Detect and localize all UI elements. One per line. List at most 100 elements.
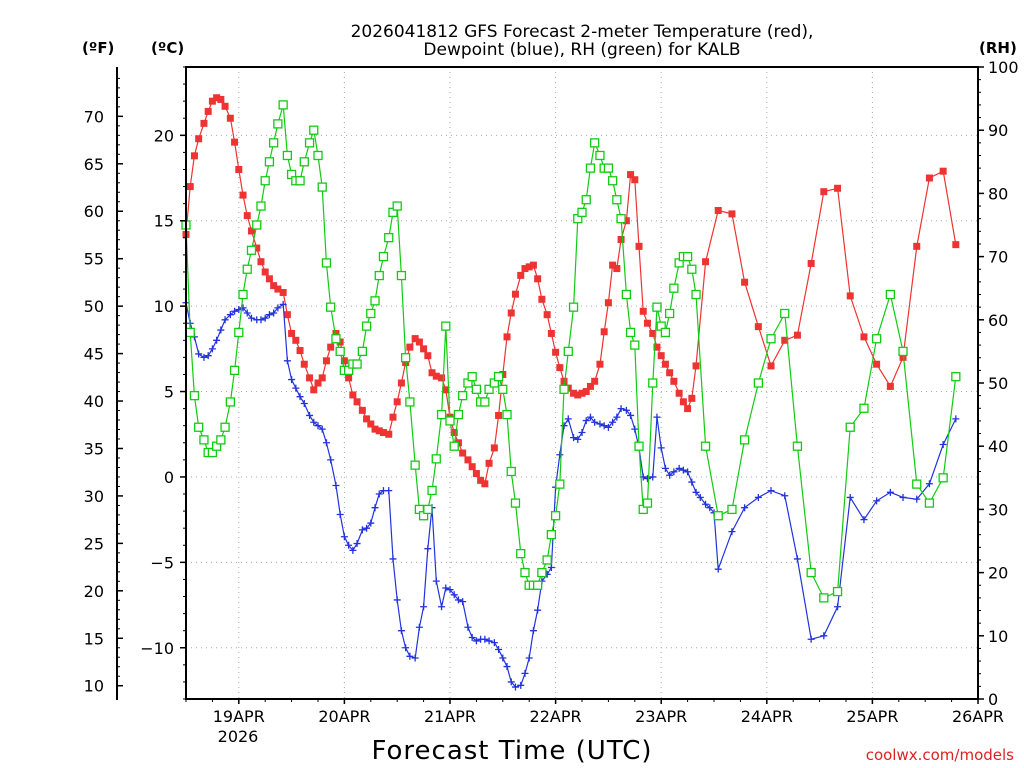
temperature-point-88 xyxy=(570,389,578,397)
dewpoint-point-29 xyxy=(310,418,318,426)
rh-tick-label-5: 50 xyxy=(988,374,1008,393)
dewpoint-point-90 xyxy=(578,429,586,437)
dewpoint-point-15 xyxy=(247,314,255,322)
temperature-point-129 xyxy=(860,333,868,341)
relative-humidity-point-109 xyxy=(660,327,671,338)
dewpoint-point-20 xyxy=(270,309,278,317)
dewpoint-point-130 xyxy=(834,603,842,611)
temperature-point-63 xyxy=(459,449,467,457)
temperature-point-9 xyxy=(221,102,229,110)
dewpoint-point-126 xyxy=(781,492,789,500)
relative-humidity-point-71 xyxy=(493,372,504,382)
dewpoint-point-46 xyxy=(385,487,393,495)
fahrenheit-unit-label: (ºF) xyxy=(82,39,114,57)
dewpoint-point-131 xyxy=(846,493,854,501)
relative-humidity-point-126 xyxy=(819,593,829,603)
year-label: 2026 xyxy=(218,727,259,746)
relative-humidity-point-80 xyxy=(532,580,543,590)
dewpoint-point-49 xyxy=(397,627,405,635)
dewpoint-point-34 xyxy=(332,481,340,489)
temperature-point-131 xyxy=(886,382,894,390)
temperature-point-69 xyxy=(485,459,493,467)
dewpoint-point-38 xyxy=(349,546,357,554)
f-tick-label-1: 65 xyxy=(84,155,104,174)
temperature-point-121 xyxy=(754,323,762,331)
x-tick-label-1: 20APR xyxy=(318,707,370,726)
temperature-point-26 xyxy=(296,347,304,355)
temperature-point-71 xyxy=(495,411,503,419)
relative-humidity-point-76 xyxy=(516,548,526,559)
dewpoint-point-137 xyxy=(925,480,933,488)
dewpoint-point-85 xyxy=(556,451,564,459)
rh-tick-label-8: 20 xyxy=(988,564,1008,583)
temperature-point-34 xyxy=(332,329,340,337)
f-tick-label-3: 55 xyxy=(84,250,104,269)
temperature-point-4 xyxy=(200,119,208,127)
temperature-point-86 xyxy=(560,377,568,385)
dewpoint-point-129 xyxy=(820,632,828,640)
relative-humidity-point-123 xyxy=(780,308,790,319)
relative-humidity-point-119 xyxy=(727,504,737,515)
f-tick-label-12: 10 xyxy=(84,677,104,696)
dewpoint-point-102 xyxy=(631,425,639,433)
dewpoint-point-72 xyxy=(499,654,507,662)
x-tick-label-5: 24APR xyxy=(741,707,793,726)
temperature-point-115 xyxy=(688,394,696,402)
temperature-point-135 xyxy=(939,167,947,175)
relative-humidity-point-98 xyxy=(612,195,622,205)
dewpoint-point-119 xyxy=(706,504,714,512)
dewpoint-point-59 xyxy=(442,584,450,592)
c-tick-label-5: −5 xyxy=(150,553,174,572)
temperature-point-53 xyxy=(415,338,423,346)
temperature-point-105 xyxy=(643,319,651,327)
temperature-point-124 xyxy=(793,331,801,339)
relative-humidity-point-26 xyxy=(295,176,305,186)
temperature-point-45 xyxy=(379,429,387,437)
relative-humidity-point-131 xyxy=(885,289,896,300)
temperature-point-99 xyxy=(617,236,625,244)
temperature-point-14 xyxy=(243,212,251,220)
dewpoint-point-4 xyxy=(200,353,208,361)
dewpoint-point-135 xyxy=(899,493,907,501)
f-tick-label-11: 15 xyxy=(84,629,104,648)
temperature-point-67 xyxy=(477,476,485,484)
temperature-point-113 xyxy=(679,398,687,406)
celsius-unit-label: (ºC) xyxy=(151,39,184,57)
f-tick-label-9: 25 xyxy=(84,534,104,553)
dewpoint-point-133 xyxy=(873,497,881,505)
relative-humidity-point-118 xyxy=(713,511,723,521)
dewpoint-point-43 xyxy=(371,504,379,512)
relative-humidity-point-43 xyxy=(370,296,380,306)
f-tick-label-7: 35 xyxy=(84,439,104,458)
dewpoint-point-28 xyxy=(306,411,314,419)
temperature-point-126 xyxy=(820,188,828,196)
temperature-point-134 xyxy=(925,174,933,182)
dewpoint-point-73 xyxy=(503,663,511,671)
relative-humidity-point-129 xyxy=(859,403,869,413)
dewpoint-line xyxy=(185,302,957,688)
relative-humidity-point-77 xyxy=(520,567,530,578)
temperature-point-109 xyxy=(661,360,669,368)
temperature-point-100 xyxy=(622,217,630,225)
relative-humidity-point-122 xyxy=(766,334,776,344)
temperature-point-57 xyxy=(432,372,440,380)
relative-humidity-point-15 xyxy=(246,245,257,255)
relative-humidity-point-69 xyxy=(484,384,494,394)
x-tick-label-6: 25APR xyxy=(846,707,898,726)
relative-humidity-point-55 xyxy=(423,504,433,515)
rh-tick-label-3: 70 xyxy=(988,248,1008,267)
temperature-point-93 xyxy=(591,377,599,385)
temperature-point-66 xyxy=(472,470,480,478)
axes-layer: 19APR 20APR 21APR 22APR 23APR 24APR 25APR 26APR… xyxy=(84,58,1019,726)
dewpoint-point-92 xyxy=(586,413,594,421)
temperature-point-17 xyxy=(257,258,265,266)
relative-humidity-point-75 xyxy=(510,498,521,508)
temperature-point-90 xyxy=(578,389,586,397)
dewpoint-point-23 xyxy=(283,357,291,365)
dewpoint-point-54 xyxy=(420,603,428,611)
relative-humidity-point-51 xyxy=(405,397,415,407)
relative-humidity-point-88 xyxy=(568,302,579,312)
relative-humidity-point-2 xyxy=(189,390,200,401)
dewpoint-point-139 xyxy=(952,415,960,423)
